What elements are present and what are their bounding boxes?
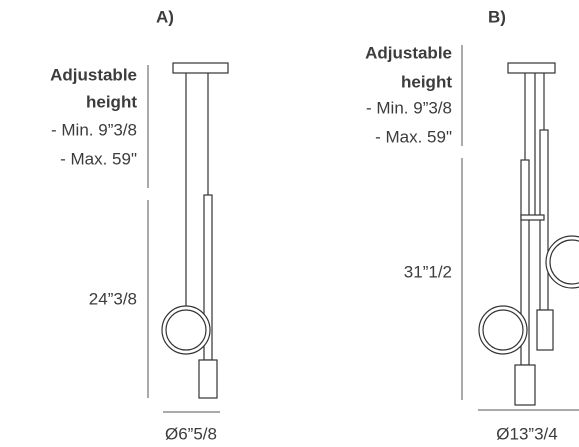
adjustable-title: height [86,92,137,111]
lamp-a [161,62,229,399]
dimension-lines [461,45,579,411]
min-height: - Min. 9”3/8 [366,98,452,117]
height: 24”3/8 [89,289,137,308]
height: 31”1/2 [404,262,452,281]
diameter: Ø6”5/8 [165,424,217,443]
label: B) [488,7,506,26]
diameter: Ø13”3/4 [496,424,557,443]
max-height: - Max. 59" [60,149,137,168]
min-height: - Min. 9”3/8 [51,120,137,139]
max-height: - Max. 59" [375,127,452,146]
adjustable-title: height [401,72,452,91]
label: A) [156,7,174,26]
adjustable-title: Adjustable [50,65,137,84]
lamp-b [478,62,579,406]
adjustable-title: Adjustable [365,43,452,62]
dimension-lines [147,65,220,413]
